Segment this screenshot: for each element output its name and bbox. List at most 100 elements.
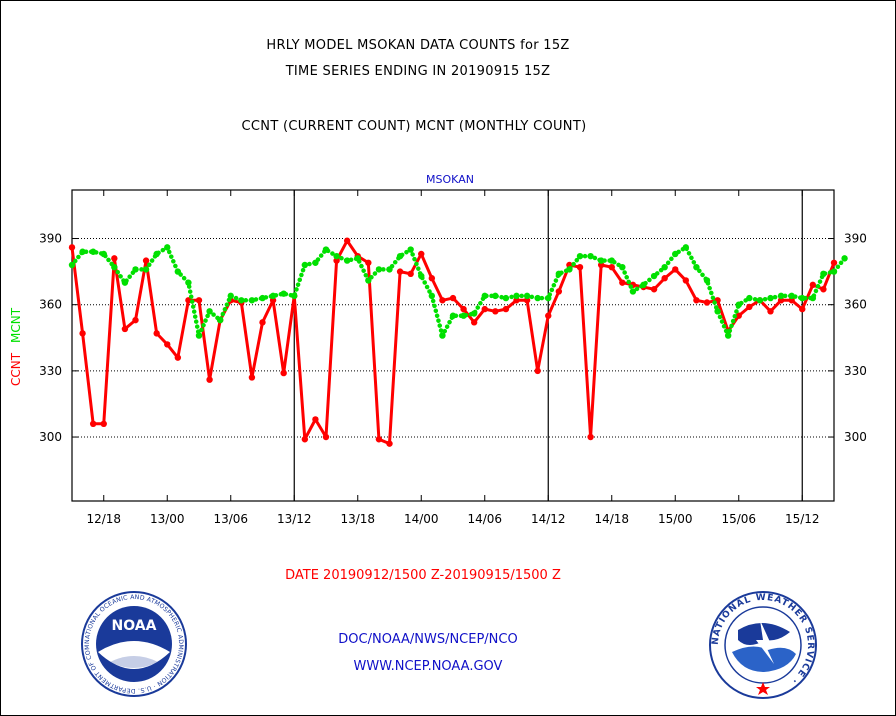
data-point-mcnt [396, 252, 404, 260]
data-point-ccnt [68, 244, 76, 251]
data-point-ccnt [650, 286, 658, 293]
data-point-ccnt [79, 330, 86, 337]
data-point-mcnt [534, 294, 541, 302]
noaa-logo: NATIONAL OCEANIC AND ATMOSPHERIC ADMINIS… [80, 590, 187, 697]
data-point-ccnt [830, 259, 838, 266]
x-tick-label: 14/00 [404, 512, 439, 526]
data-point-mcnt [629, 288, 637, 295]
data-point-mcnt [449, 312, 457, 319]
chart-title-line-2: TIME SERIES ENDING IN 20190915 15Z [285, 64, 551, 79]
data-point-ccnt [195, 297, 203, 304]
data-point-mcnt [238, 297, 245, 304]
data-point-mcnt [809, 294, 817, 302]
footer-url: WWW.NCEP.NOAA.GOV [353, 659, 503, 674]
data-point-mcnt [227, 292, 234, 300]
x-tick-label: 13/06 [213, 512, 248, 526]
data-point-ccnt [121, 325, 129, 333]
data-point-mcnt [100, 250, 107, 258]
data-point-mcnt [164, 244, 171, 251]
data-point-ccnt [534, 367, 541, 375]
data-point-mcnt [672, 250, 679, 258]
data-point-ccnt [89, 420, 97, 428]
data-point-mcnt [820, 270, 827, 278]
data-point-ccnt [100, 420, 107, 428]
data-point-mcnt [174, 268, 182, 275]
chart-title-line-1: HRLY MODEL MSOKAN DATA COUNTS for 15Z [266, 38, 570, 53]
y-tick-label-left: 360 [39, 298, 62, 312]
data-point-ccnt [735, 312, 742, 319]
data-point-mcnt [513, 292, 520, 300]
data-point-mcnt [153, 250, 160, 258]
data-point-ccnt [396, 268, 404, 275]
data-point-ccnt [799, 305, 806, 313]
data-point-mcnt [682, 244, 690, 251]
x-tick-label: 13/18 [340, 512, 375, 526]
footer-org: DOC/NOAA/NWS/NCEP/NCO [338, 632, 518, 647]
data-point-ccnt [206, 376, 213, 383]
data-point-mcnt [555, 270, 563, 278]
y-tick-label-right: 330 [844, 364, 867, 378]
data-point-ccnt [460, 305, 467, 313]
data-point-ccnt [672, 266, 679, 273]
series-line-ccnt [70, 239, 836, 446]
data-point-mcnt [746, 294, 753, 302]
data-point-mcnt [777, 292, 785, 300]
data-point-mcnt [375, 266, 383, 273]
data-point-ccnt [470, 319, 478, 326]
data-point-ccnt [746, 303, 753, 311]
data-point-ccnt [153, 330, 160, 337]
data-point-ccnt [280, 369, 287, 377]
data-point-ccnt [164, 341, 171, 348]
data-point-mcnt [121, 279, 129, 286]
data-point-mcnt [587, 252, 594, 260]
data-point-ccnt [333, 257, 340, 264]
data-point-ccnt [619, 279, 626, 286]
data-point-mcnt [640, 281, 647, 289]
plot-area [71, 189, 835, 502]
data-point-mcnt [523, 292, 531, 300]
data-point-ccnt [555, 288, 563, 295]
data-point-mcnt [661, 263, 668, 271]
data-point-mcnt [322, 246, 330, 253]
data-point-ccnt [682, 277, 690, 284]
data-point-mcnt [597, 257, 605, 264]
x-tick-label: 15/12 [785, 512, 820, 526]
y-tick-label-left: 390 [39, 232, 62, 246]
data-point-mcnt [280, 290, 287, 297]
data-point-ccnt [693, 297, 700, 304]
noaa-logo-text: NOAA [112, 618, 157, 634]
data-point-mcnt [142, 266, 150, 273]
data-point-mcnt [799, 294, 806, 302]
data-point-mcnt [312, 259, 319, 266]
data-point-ccnt [545, 312, 552, 319]
data-point-ccnt [407, 270, 414, 278]
data-point-mcnt [206, 308, 213, 315]
data-point-mcnt [619, 263, 626, 271]
data-point-mcnt [195, 332, 203, 339]
x-tick-label: 13/12 [277, 512, 312, 526]
data-point-ccnt [597, 261, 605, 269]
data-point-mcnt [460, 312, 467, 319]
y-tick-label-right: 300 [844, 430, 867, 444]
y-axis-label-mcnt: MCNT [9, 307, 23, 343]
data-point-ccnt [269, 297, 277, 304]
y-axis-label-ccnt: CCNT [9, 352, 23, 386]
data-point-mcnt [608, 257, 615, 264]
data-point-ccnt [132, 316, 139, 324]
data-point-mcnt [545, 294, 552, 302]
data-point-mcnt [259, 294, 266, 302]
data-point-ccnt [608, 263, 615, 271]
data-point-mcnt [269, 292, 277, 300]
data-point-ccnt [820, 286, 827, 293]
data-point-ccnt [767, 308, 774, 315]
data-point-mcnt [132, 266, 139, 273]
data-point-ccnt [809, 281, 817, 289]
x-tick-label: 13/00 [150, 512, 185, 526]
x-tick-label: 14/12 [531, 512, 566, 526]
data-point-ccnt [481, 305, 488, 313]
data-point-mcnt [365, 277, 372, 284]
data-point-ccnt [174, 354, 182, 361]
y-tick-label-right: 360 [844, 298, 867, 312]
data-point-mcnt [354, 255, 361, 262]
